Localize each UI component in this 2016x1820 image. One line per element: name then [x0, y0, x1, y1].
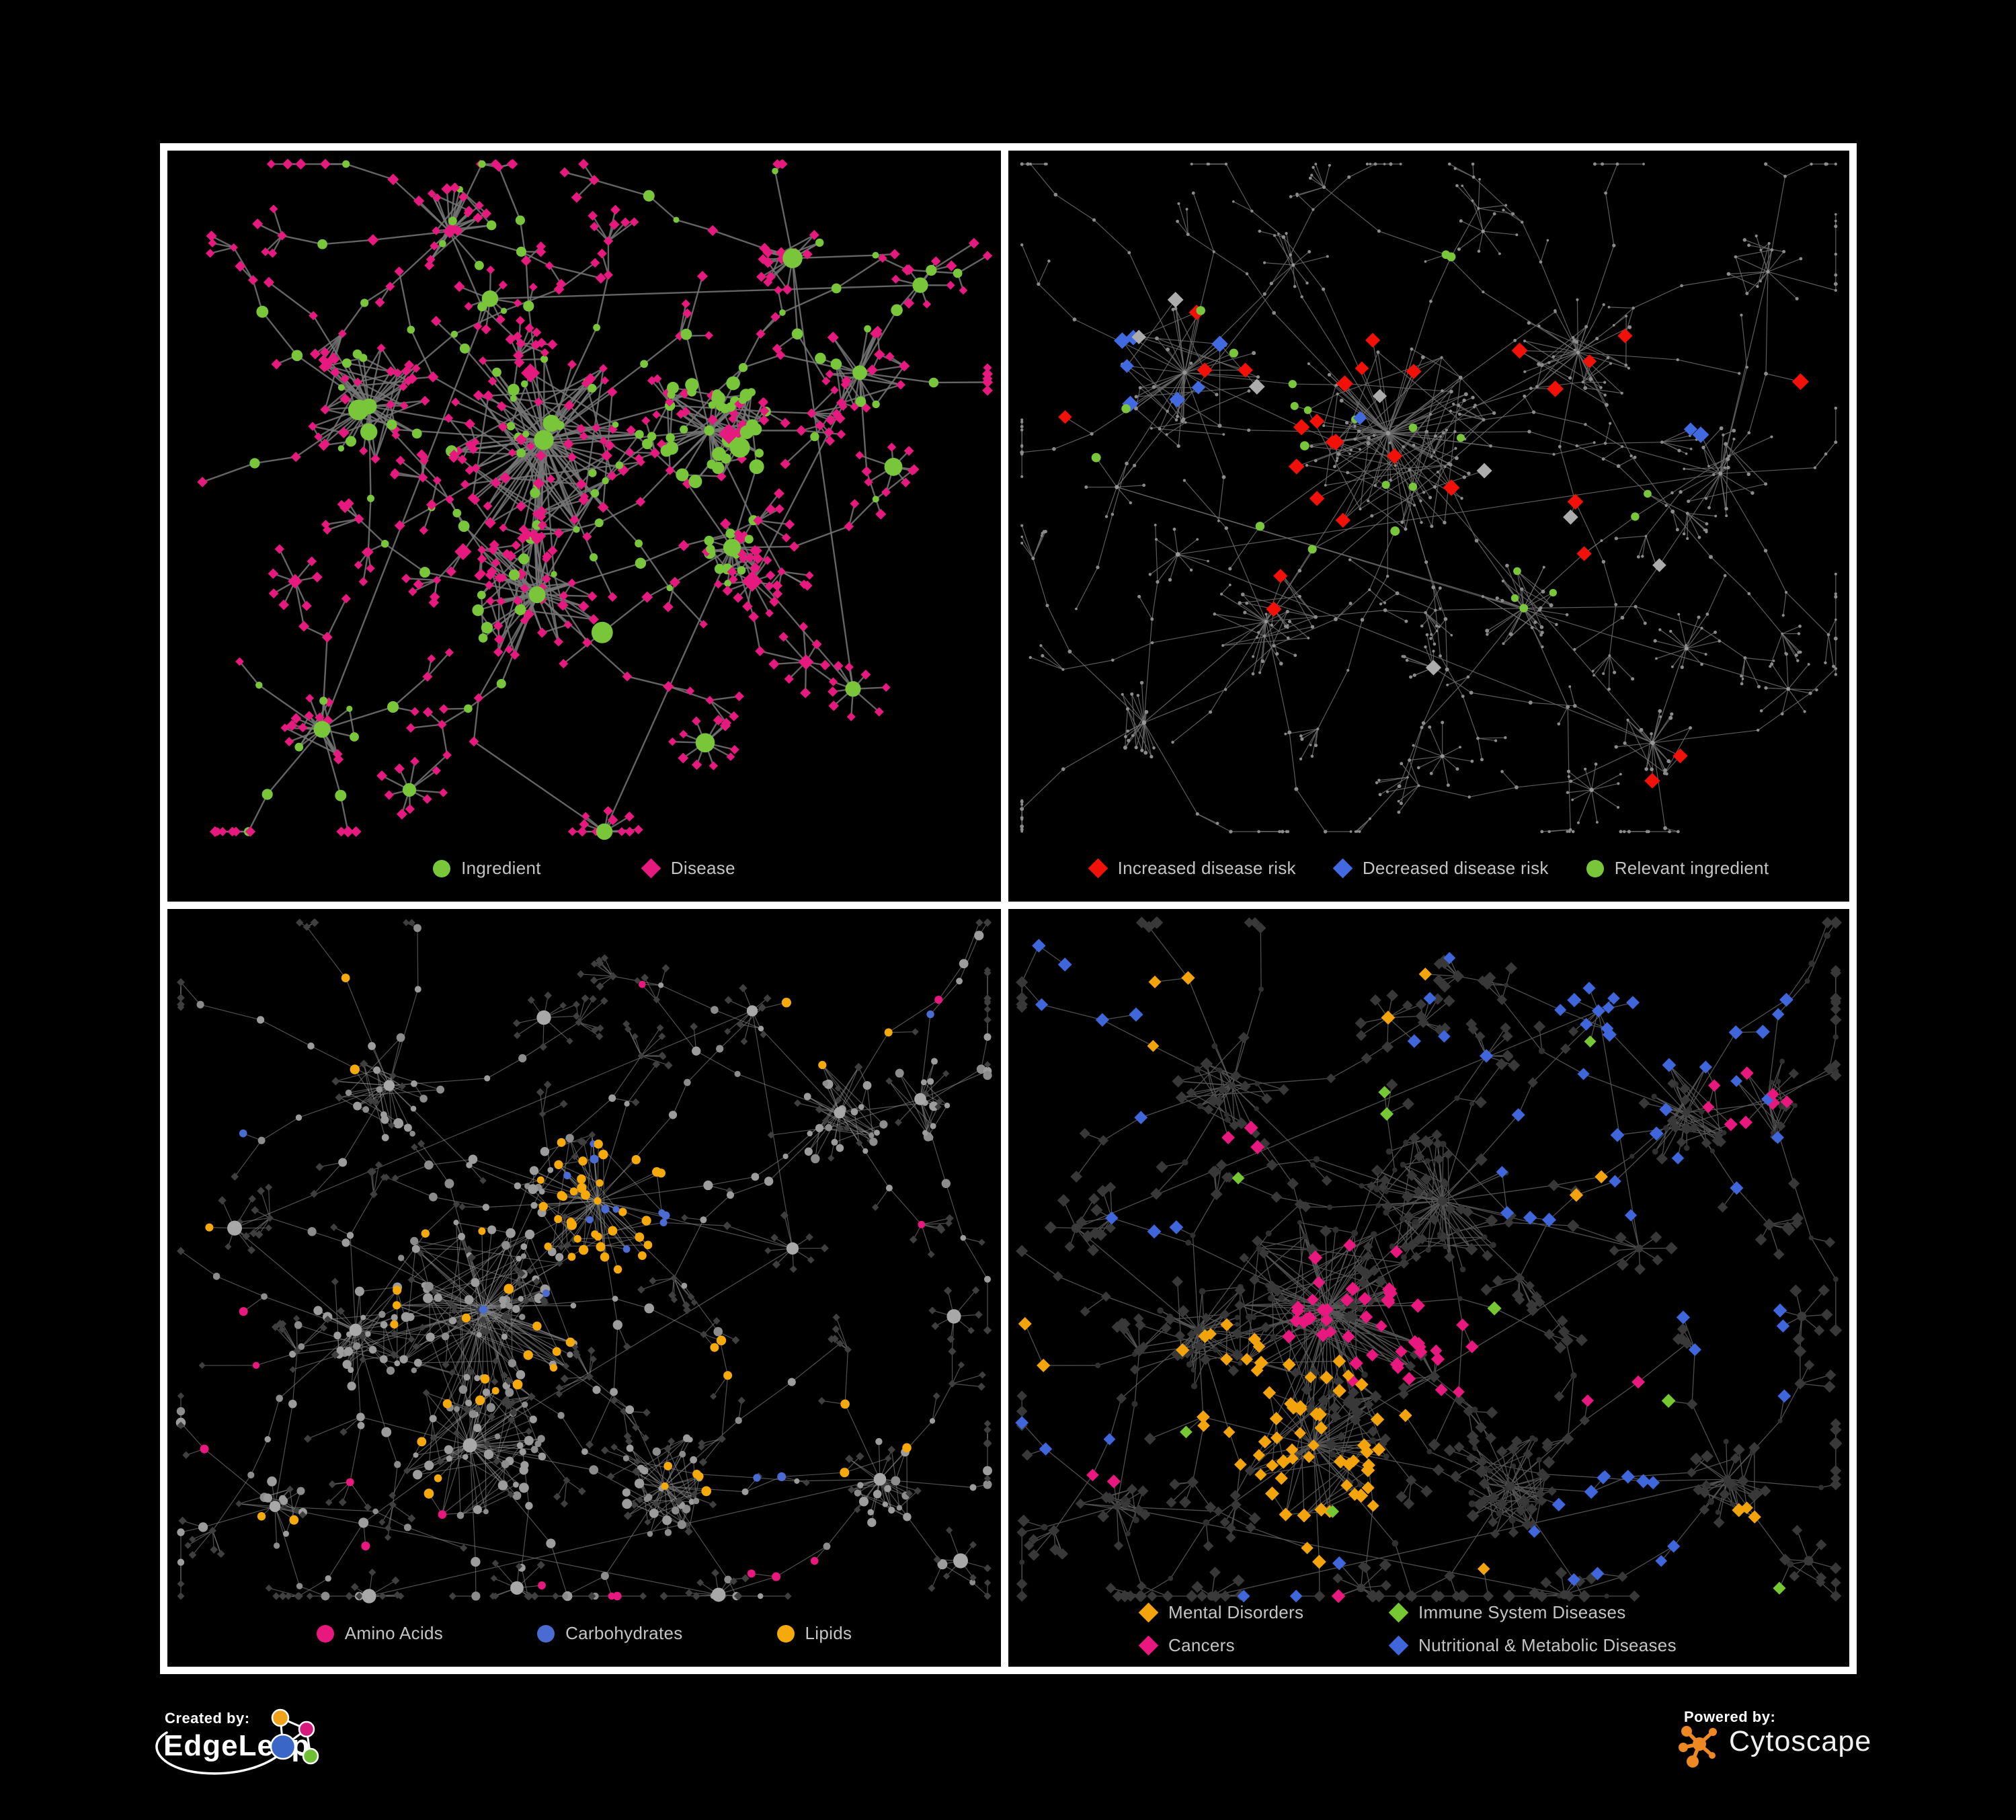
legend-item-relevant-ingredient: Relevant ingredient — [1586, 858, 1769, 879]
legend-item-decreased-disease-risk: Decreased disease risk — [1332, 858, 1549, 879]
legend-label: Amino Acids — [344, 1623, 444, 1643]
panel-disease-risk-network: Increased disease risk Decreased disease … — [1001, 143, 1857, 909]
network-highlight-nodes — [313, 363, 764, 738]
relevant-ingredient-circle-icon — [1586, 859, 1604, 877]
panel-disease-category-network: Mental Disorders Immune System Diseases Ca… — [1001, 902, 1857, 1674]
legend-label: Disease — [670, 858, 735, 878]
ingredient-disease-legend: Ingredient Disease — [167, 858, 1001, 879]
legend-label: Relevant ingredient — [1614, 858, 1769, 878]
network-nodes — [1071, 1082, 1814, 1601]
decreased-disease-risk-diamond-icon — [1332, 858, 1353, 879]
powered-by-label: Powered by: — [1684, 1708, 1776, 1725]
disease-category-network-graph — [1015, 916, 1843, 1604]
cytoscape-network-icon — [1679, 1726, 1717, 1768]
network-nodes — [288, 224, 928, 840]
immune-system-diseases-diamond-icon — [1388, 1602, 1409, 1623]
panel-nutrient-class-network: Amino Acids Carbohydrates Lipids — [160, 902, 1008, 1674]
disease-diamond-icon — [641, 858, 661, 879]
nutrient-class-network-graph — [175, 918, 992, 1604]
legend-label: Nutritional & Metabolic Diseases — [1418, 1635, 1677, 1655]
legend-label: Lipids — [805, 1623, 852, 1643]
legend-item-lipids: Lipids — [776, 1623, 852, 1644]
disease-category-legend: Mental Disorders Immune System Diseases Ca… — [1138, 1602, 1677, 1656]
legend-label: Decreased disease risk — [1362, 858, 1549, 878]
legend-label: Immune System Diseases — [1418, 1602, 1626, 1622]
network-highlight-nodes — [1058, 250, 1809, 789]
legend-item-ingredient: Ingredient — [433, 858, 541, 879]
disease-risk-legend: Increased disease risk Decreased disease … — [1008, 858, 1849, 879]
increased-disease-risk-diamond-icon — [1088, 858, 1108, 879]
legend-item-mental-disorders: Mental Disorders — [1138, 1602, 1389, 1623]
ingredient-circle-icon — [433, 859, 451, 877]
cancers-diamond-icon — [1138, 1635, 1159, 1656]
legend-item-increased-disease-risk: Increased disease risk — [1088, 858, 1296, 879]
legend-label: Increased disease risk — [1117, 858, 1296, 878]
legend-item-nutritional-metabolic-diseases: Nutritional & Metabolic Diseases — [1388, 1635, 1677, 1656]
network-nodes — [227, 1005, 968, 1604]
legend-label: Cancers — [1168, 1635, 1235, 1655]
legend-label: Ingredient — [461, 858, 541, 878]
nutritional-metabolic-diseases-diamond-icon — [1388, 1635, 1409, 1656]
disease-risk-network-graph — [1020, 162, 1838, 834]
edgeleap-network-icon — [155, 1708, 319, 1775]
legend-item-immune-system-diseases: Immune System Diseases — [1388, 1602, 1677, 1623]
nutrient-class-legend: Amino Acids Carbohydrates Lipids — [167, 1623, 1001, 1644]
network-nodes — [1020, 162, 1838, 834]
created-by-label: Created by: — [165, 1710, 250, 1727]
legend-item-cancers: Cancers — [1138, 1635, 1389, 1656]
legend-item-disease: Disease — [641, 858, 735, 879]
legend-label: Carbohydrates — [565, 1623, 683, 1643]
network-highlight-nodes — [200, 974, 943, 1601]
ingredient-disease-network-graph — [197, 158, 994, 840]
carbohydrates-circle-icon — [537, 1624, 555, 1643]
mental-disorders-diamond-icon — [1138, 1602, 1159, 1623]
panel-ingredient-disease-network: Ingredient Disease — [160, 143, 1008, 909]
network-edges — [180, 922, 988, 1597]
legend-item-carbohydrates: Carbohydrates — [537, 1623, 682, 1644]
legend-item-amino-acids: Amino Acids — [316, 1623, 444, 1644]
lipids-circle-icon — [776, 1624, 795, 1643]
legend-label: Mental Disorders — [1168, 1602, 1304, 1622]
amino-acids-circle-icon — [316, 1624, 334, 1643]
cytoscape-wordmark: Cytoscape — [1729, 1725, 1872, 1757]
network-nodes — [1115, 229, 1791, 793]
